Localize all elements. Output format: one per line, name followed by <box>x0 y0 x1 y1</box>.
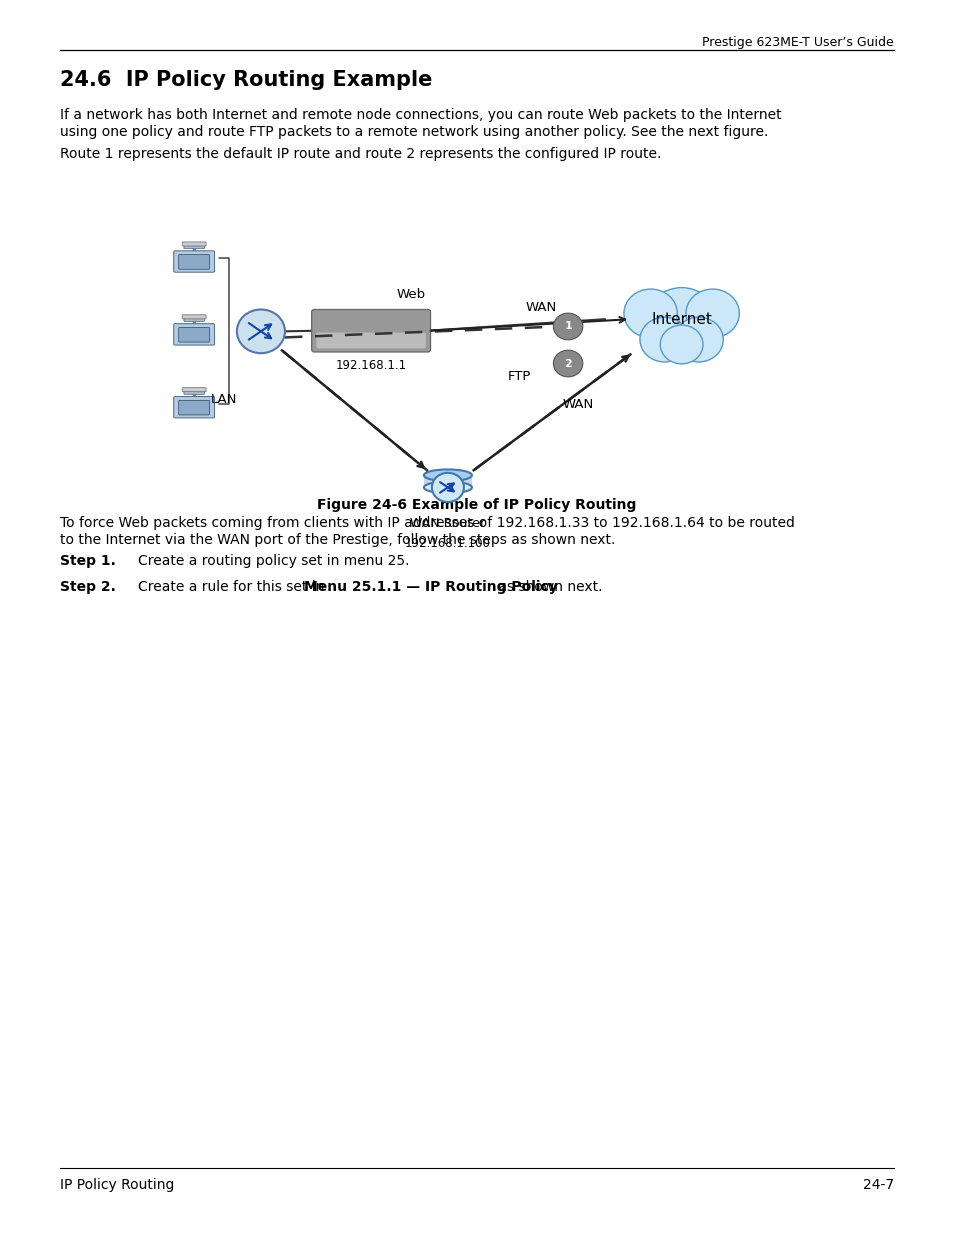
Text: WAN: WAN <box>562 398 593 411</box>
FancyBboxPatch shape <box>173 396 214 417</box>
Text: Step 2.: Step 2. <box>60 580 115 594</box>
Circle shape <box>236 310 285 353</box>
FancyBboxPatch shape <box>184 317 204 321</box>
FancyBboxPatch shape <box>173 324 214 345</box>
FancyBboxPatch shape <box>182 315 206 319</box>
Circle shape <box>553 351 582 377</box>
Circle shape <box>623 289 677 337</box>
FancyBboxPatch shape <box>182 242 206 246</box>
FancyBboxPatch shape <box>178 254 210 269</box>
Circle shape <box>646 288 716 351</box>
FancyBboxPatch shape <box>184 245 204 248</box>
FancyBboxPatch shape <box>312 310 430 352</box>
Text: 2: 2 <box>563 358 572 368</box>
Text: Prestige 623ME-T User’s Guide: Prestige 623ME-T User’s Guide <box>701 36 893 49</box>
FancyBboxPatch shape <box>184 390 204 394</box>
Circle shape <box>659 325 702 364</box>
Text: 24.6  IP Policy Routing Example: 24.6 IP Policy Routing Example <box>60 70 432 90</box>
Text: LAN: LAN <box>211 394 237 406</box>
Text: WAN: WAN <box>525 300 557 314</box>
FancyBboxPatch shape <box>178 327 210 342</box>
FancyBboxPatch shape <box>182 388 206 391</box>
FancyBboxPatch shape <box>316 332 425 348</box>
Text: to the Internet via the WAN port of the Prestige, follow the steps as shown next: to the Internet via the WAN port of the … <box>60 534 615 547</box>
Text: IP Policy Routing: IP Policy Routing <box>60 1178 174 1192</box>
Text: Figure 24-6 Example of IP Policy Routing: Figure 24-6 Example of IP Policy Routing <box>317 498 636 513</box>
FancyBboxPatch shape <box>178 400 210 415</box>
Text: 192.168.1.1: 192.168.1.1 <box>335 359 406 373</box>
Text: Step 1.: Step 1. <box>60 555 115 568</box>
Text: WAN Router: WAN Router <box>410 517 485 530</box>
Text: If a network has both Internet and remote node connections, you can route Web pa: If a network has both Internet and remot… <box>60 107 781 122</box>
FancyBboxPatch shape <box>423 475 472 488</box>
Text: Menu 25.1.1 — IP Routing Policy: Menu 25.1.1 — IP Routing Policy <box>303 580 557 594</box>
FancyBboxPatch shape <box>173 251 214 272</box>
Text: 1: 1 <box>563 321 572 331</box>
Ellipse shape <box>423 469 472 482</box>
Circle shape <box>553 314 582 340</box>
Circle shape <box>674 317 722 362</box>
Text: Internet: Internet <box>651 311 711 327</box>
Text: 192.168.1.100: 192.168.1.100 <box>404 537 491 551</box>
Circle shape <box>685 289 739 337</box>
Text: Create a routing policy set in menu 25.: Create a routing policy set in menu 25. <box>138 555 409 568</box>
Ellipse shape <box>423 482 472 493</box>
Text: using one policy and route FTP packets to a remote network using another policy.: using one policy and route FTP packets t… <box>60 125 767 140</box>
Text: 24-7: 24-7 <box>862 1178 893 1192</box>
Circle shape <box>639 317 688 362</box>
Text: Create a rule for this set in: Create a rule for this set in <box>138 580 329 594</box>
Text: FTP: FTP <box>507 370 531 383</box>
Circle shape <box>432 473 463 501</box>
Text: To force Web packets coming from clients with IP addresses of 192.168.1.33 to 19: To force Web packets coming from clients… <box>60 516 794 530</box>
Text: Route 1 represents the default IP route and route 2 represents the configured IP: Route 1 represents the default IP route … <box>60 147 660 161</box>
Text: as shown next.: as shown next. <box>494 580 602 594</box>
Text: Web: Web <box>396 289 425 301</box>
